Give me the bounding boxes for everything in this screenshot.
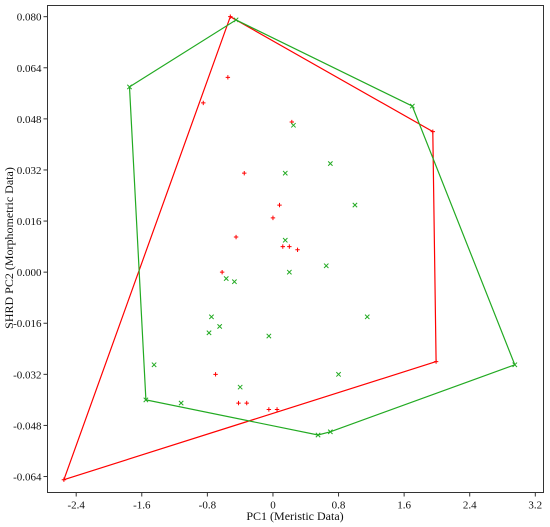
x-tick-label: 2.4 [463,500,477,512]
series-1-point [327,161,333,167]
series-1-point [352,202,358,208]
x-tick-label: -1.6 [133,500,151,512]
series-1-hull [128,19,516,436]
series-1-point [323,263,329,269]
y-tick-label: -0.032 [13,369,41,381]
series-1-point [231,279,237,285]
y-tick-label: -0.048 [13,420,42,432]
series-1-point [143,397,149,403]
series-0-point [280,244,285,249]
x-tick-label: 0.8 [332,500,346,512]
y-tick-label: 0.064 [17,63,42,75]
x-axis-ticks: -2.4 -1.6 -0.8 0 0.8 1.6 2.4 3.2 [67,492,542,512]
y-tick-label: 0.048 [17,114,42,126]
series-1-point [126,84,133,90]
x-axis-label: PC1 (Meristic Data) [246,509,343,523]
series-1-point [290,122,297,128]
x-tick-label: -0.8 [199,500,217,512]
series-1-point [178,400,184,406]
series-1-point [282,237,288,243]
series-0-point [433,359,439,364]
series-1-point [315,432,321,438]
series-0-point [225,75,231,80]
series-0-point [270,215,276,221]
y-tick-label: -0.016 [13,318,42,330]
series-0-point [274,407,280,412]
x-tick-label: 0 [270,500,276,512]
series-1-point [282,170,288,176]
series-1-point [364,314,370,320]
series-0-point [228,14,233,19]
series-0-point [219,269,225,275]
series-0-point [430,129,436,134]
series-1-point [266,333,272,339]
series-1-point [237,384,243,390]
series-1-point [512,362,518,368]
series-0-point [266,407,272,412]
series-1-point [286,269,292,275]
series-1-point [151,362,157,368]
data-points [61,14,518,482]
series-0-point [277,202,282,208]
y-tick-label: -0.064 [13,472,42,484]
series-1-point [217,323,223,329]
series-0-hull [62,15,437,481]
series-1-point [208,314,215,320]
series-0-point [233,234,239,240]
x-tick-label: 1.6 [397,500,411,512]
y-tick-label: 0.000 [17,267,42,279]
series-1-point [409,103,415,109]
plot-frame [47,5,544,493]
series-1-point [206,330,212,336]
x-tick-label: -2.4 [67,500,85,512]
series-0-point [287,244,292,249]
series-1-point [223,275,229,282]
y-tick-label: 0.032 [17,165,42,177]
series-1-point [233,17,239,23]
series-0-point [201,100,206,106]
series-0-point [213,372,218,377]
y-axis-label: SHRD PC2 (Morphometric Data) [2,167,16,329]
series-1-point [335,371,342,377]
x-tick-label: 3.2 [528,500,542,512]
series-0-point [244,400,249,406]
series-1-point [327,429,333,435]
y-tick-label: 0.016 [17,216,42,228]
y-axis-ticks: 0.080 0.064 0.048 0.032 0.016 0.000 -0.016 -0.0… [13,12,48,484]
y-tick-label: 0.080 [17,12,42,24]
series-0-point [295,247,300,252]
series-0-point [242,170,247,176]
series-0-point [61,477,67,482]
series-0-point [236,400,241,406]
